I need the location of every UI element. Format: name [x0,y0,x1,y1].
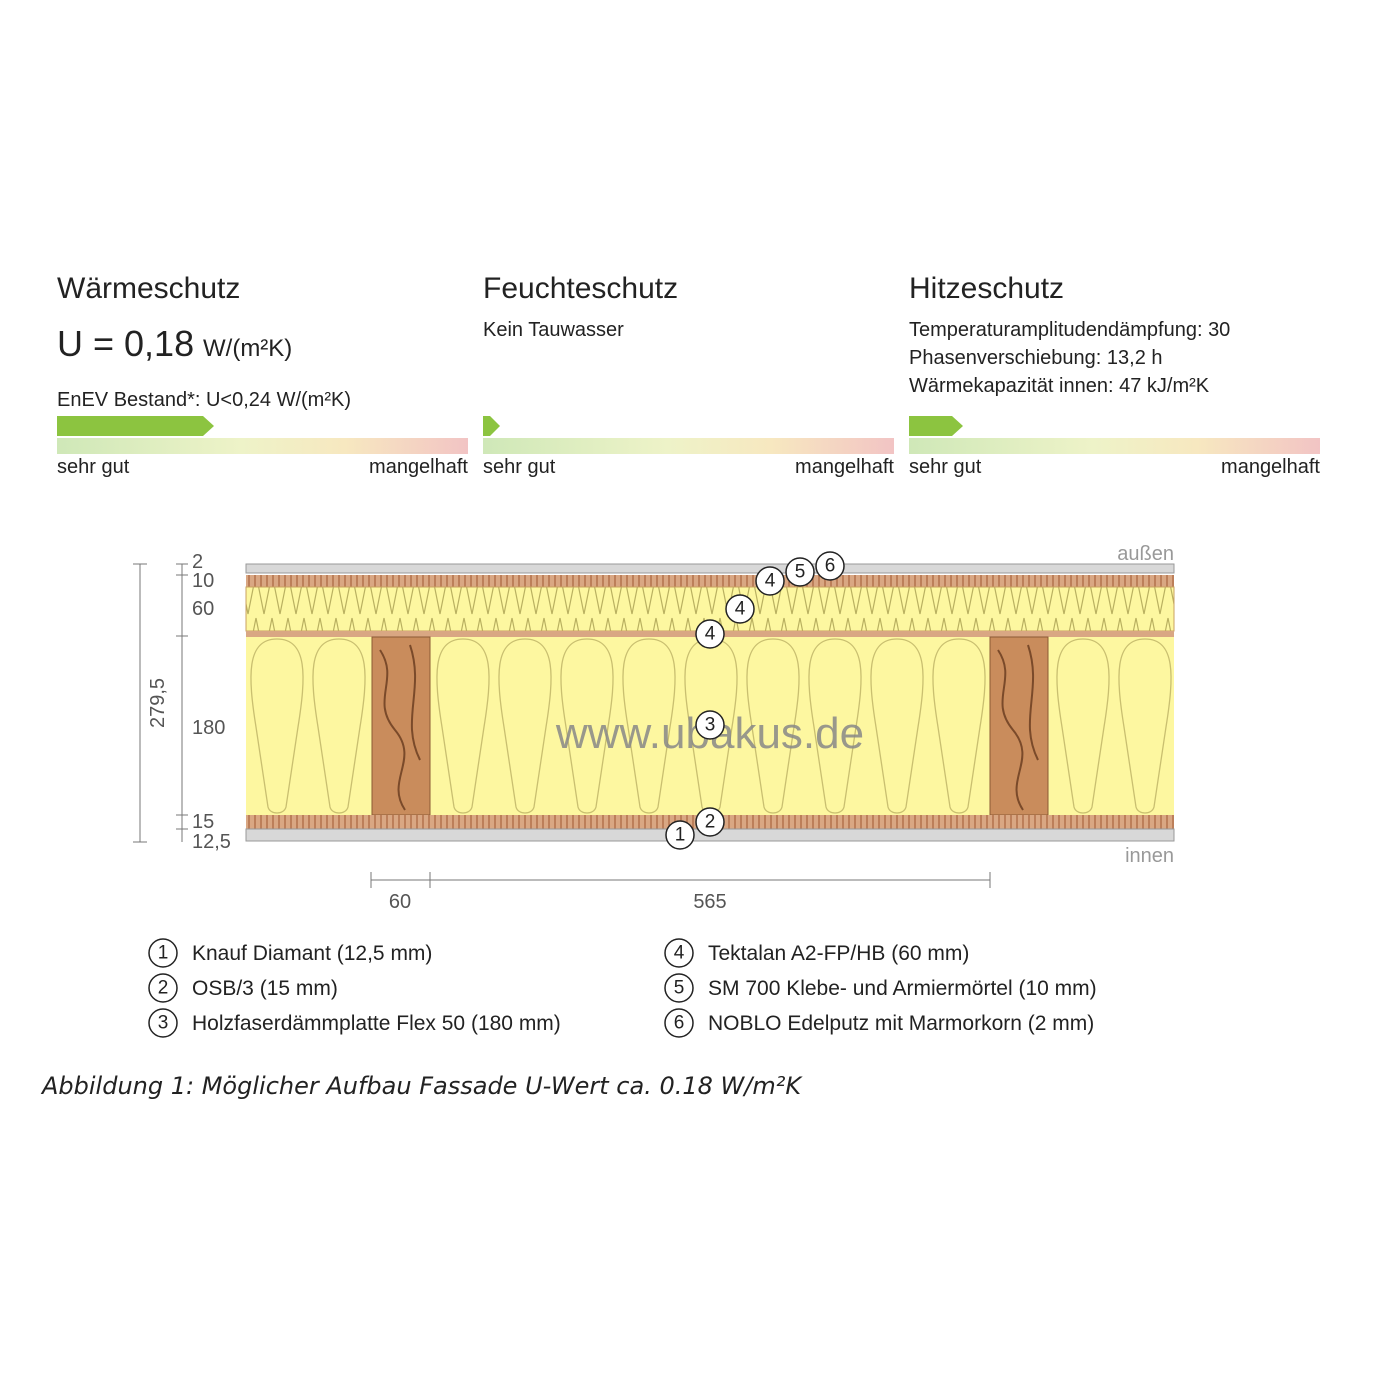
wall-section: www.ubakus.de außen innen 2 10 60 180 15… [133,543,1175,913]
marker-circle [665,820,695,850]
panel-note: EnEV Bestand*: U<0,24 W/(m²K) [57,389,351,411]
marker-circle [815,551,845,581]
marker-number: 5 [795,562,806,583]
marker-circle [148,938,178,968]
legend-text: OSB/3 (15 mm) [192,977,338,1000]
marker-number: 1 [675,825,686,846]
thickness: 180 [192,717,225,739]
scale-left: sehr gut [483,456,556,478]
caption: Abbildung 1: Möglicher Aufbau Fassade U-… [40,1072,803,1100]
marker-number: 4 [674,943,685,964]
marker-number: 3 [705,715,716,736]
rating-indicator [483,416,500,436]
marker-number: 6 [825,556,836,577]
marker-circle [695,710,725,740]
marker-number: 6 [674,1013,685,1034]
panel-title: Hitzeschutz [909,272,1064,305]
legend-text: NOBLO Edelputz mit Marmorkorn (2 mm) [708,1012,1094,1035]
marker-circle [695,807,725,837]
scale-right: mangelhaft [1221,456,1320,478]
thickness: 12,5 [192,831,231,853]
marker-number: 1 [158,943,169,964]
legend-text: Holzfaserdämmplatte Flex 50 (180 mm) [192,1012,561,1035]
width: 565 [693,891,726,913]
rating-indicator [909,416,963,436]
marker-circle [664,1008,694,1038]
marker-circle [725,594,755,624]
rating-scale [909,438,1320,454]
wood-grain [997,644,1039,811]
marker-circle [148,973,178,1003]
rating-scale [57,438,468,454]
legend-text: SM 700 Klebe- und Armiermörtel (10 mm) [708,977,1097,1000]
u-unit: W/(m²K) [203,335,292,362]
marker-number: 4 [705,624,716,645]
panel-title: Wärmeschutz [57,272,240,305]
panel-line: Temperaturamplitudendämpfung: 30 [909,319,1230,341]
dimension-lines [133,563,991,888]
outside-label: außen [1117,543,1174,565]
marker-circle [785,557,815,587]
u-value: U = 0,18 [57,323,194,364]
legend-text: Tektalan A2-FP/HB (60 mm) [708,942,969,965]
panel-title: Feuchteschutz [483,272,678,305]
width: 60 [389,891,411,913]
scale-left: sehr gut [909,456,982,478]
marker-number: 4 [735,599,746,620]
scale-right: mangelhaft [795,456,894,478]
panel-line: Kein Tauwasser [483,319,624,341]
layer-plaster [245,563,1175,574]
rating-panels: Wärmeschutz U = 0,18 W/(m²K) EnEV Bestan… [57,272,1320,478]
marker-number: 5 [674,978,685,999]
rating-indicator [57,416,214,436]
panel-line: Wärmekapazität innen: 47 kJ/m²K [909,375,1210,397]
wood-grain [379,644,421,811]
marker-number: 3 [158,1013,169,1034]
stud [371,636,431,816]
marker-number: 4 [765,571,776,592]
scale-left: sehr gut [57,456,130,478]
rating-scale [483,438,894,454]
scale-right: mangelhaft [369,456,468,478]
thickness: 60 [192,598,214,620]
thickness: 15 [192,811,214,833]
legend-text: Knauf Diamant (12,5 mm) [192,942,432,965]
layer-mortar [246,575,1174,587]
marker-circle [695,619,725,649]
thickness: 10 [192,570,214,592]
panel-line: Phasenverschiebung: 13,2 h [909,347,1163,369]
marker-number: 2 [705,812,716,833]
marker-number: 2 [158,978,169,999]
marker-circle [148,1008,178,1038]
inside-label: innen [1125,845,1174,867]
stud [989,636,1049,816]
thickness: 2 [192,551,203,573]
total-thickness: 279,5 [147,678,169,728]
legend: 1 Knauf Diamant (12,5 mm) 2 OSB/3 (15 mm) 3 H… [148,938,1097,1038]
marker-circle [664,973,694,1003]
marker-circle [664,938,694,968]
marker-circle [755,566,785,596]
